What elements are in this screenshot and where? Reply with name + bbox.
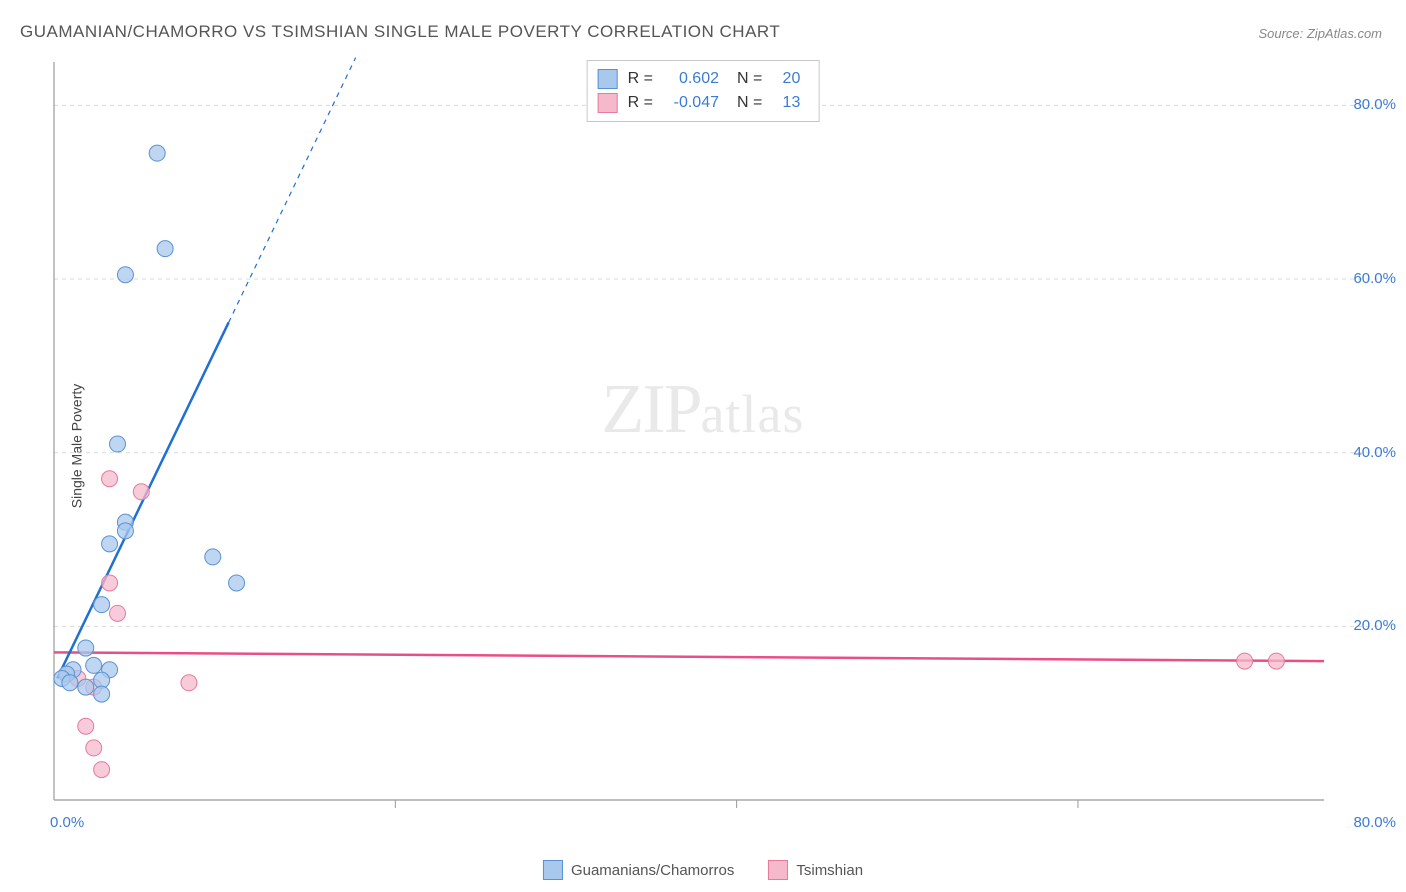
y-tick-label: 80.0% bbox=[1353, 96, 1396, 113]
n-value-pink: 13 bbox=[772, 91, 800, 115]
legend-row-blue: R = 0.602 N = 20 bbox=[598, 67, 801, 91]
n-label: N = bbox=[737, 67, 762, 91]
y-tick-label: 20.0% bbox=[1353, 617, 1396, 634]
legend-label-pink: Tsimshian bbox=[796, 862, 863, 879]
plot-area bbox=[48, 56, 1384, 836]
swatch-blue-icon bbox=[543, 860, 563, 880]
swatch-blue bbox=[598, 69, 618, 89]
legend-item-blue: Guamanians/Chamorros bbox=[543, 860, 734, 880]
y-tick-label: 40.0% bbox=[1353, 444, 1396, 461]
x-tick-label: 0.0% bbox=[50, 814, 84, 831]
legend-row-pink: R = -0.047 N = 13 bbox=[598, 91, 801, 115]
chart-title: GUAMANIAN/CHAMORRO VS TSIMSHIAN SINGLE M… bbox=[20, 22, 780, 42]
r-label: R = bbox=[628, 91, 653, 115]
swatch-pink bbox=[598, 93, 618, 113]
legend-item-pink: Tsimshian bbox=[768, 860, 863, 880]
r-label: R = bbox=[628, 67, 653, 91]
bottom-legend: Guamanians/Chamorros Tsimshian bbox=[543, 860, 863, 880]
n-value-blue: 20 bbox=[772, 67, 800, 91]
r-value-blue: 0.602 bbox=[663, 67, 719, 91]
chart-svg bbox=[48, 56, 1384, 836]
legend-label-blue: Guamanians/Chamorros bbox=[571, 862, 734, 879]
r-value-pink: -0.047 bbox=[663, 91, 719, 115]
correlation-legend: R = 0.602 N = 20 R = -0.047 N = 13 bbox=[587, 60, 820, 122]
y-tick-label: 60.0% bbox=[1353, 270, 1396, 287]
x-tick-label: 80.0% bbox=[1353, 814, 1396, 831]
n-label: N = bbox=[737, 91, 762, 115]
swatch-pink-icon bbox=[768, 860, 788, 880]
source-text: Source: ZipAtlas.com bbox=[1258, 26, 1382, 41]
